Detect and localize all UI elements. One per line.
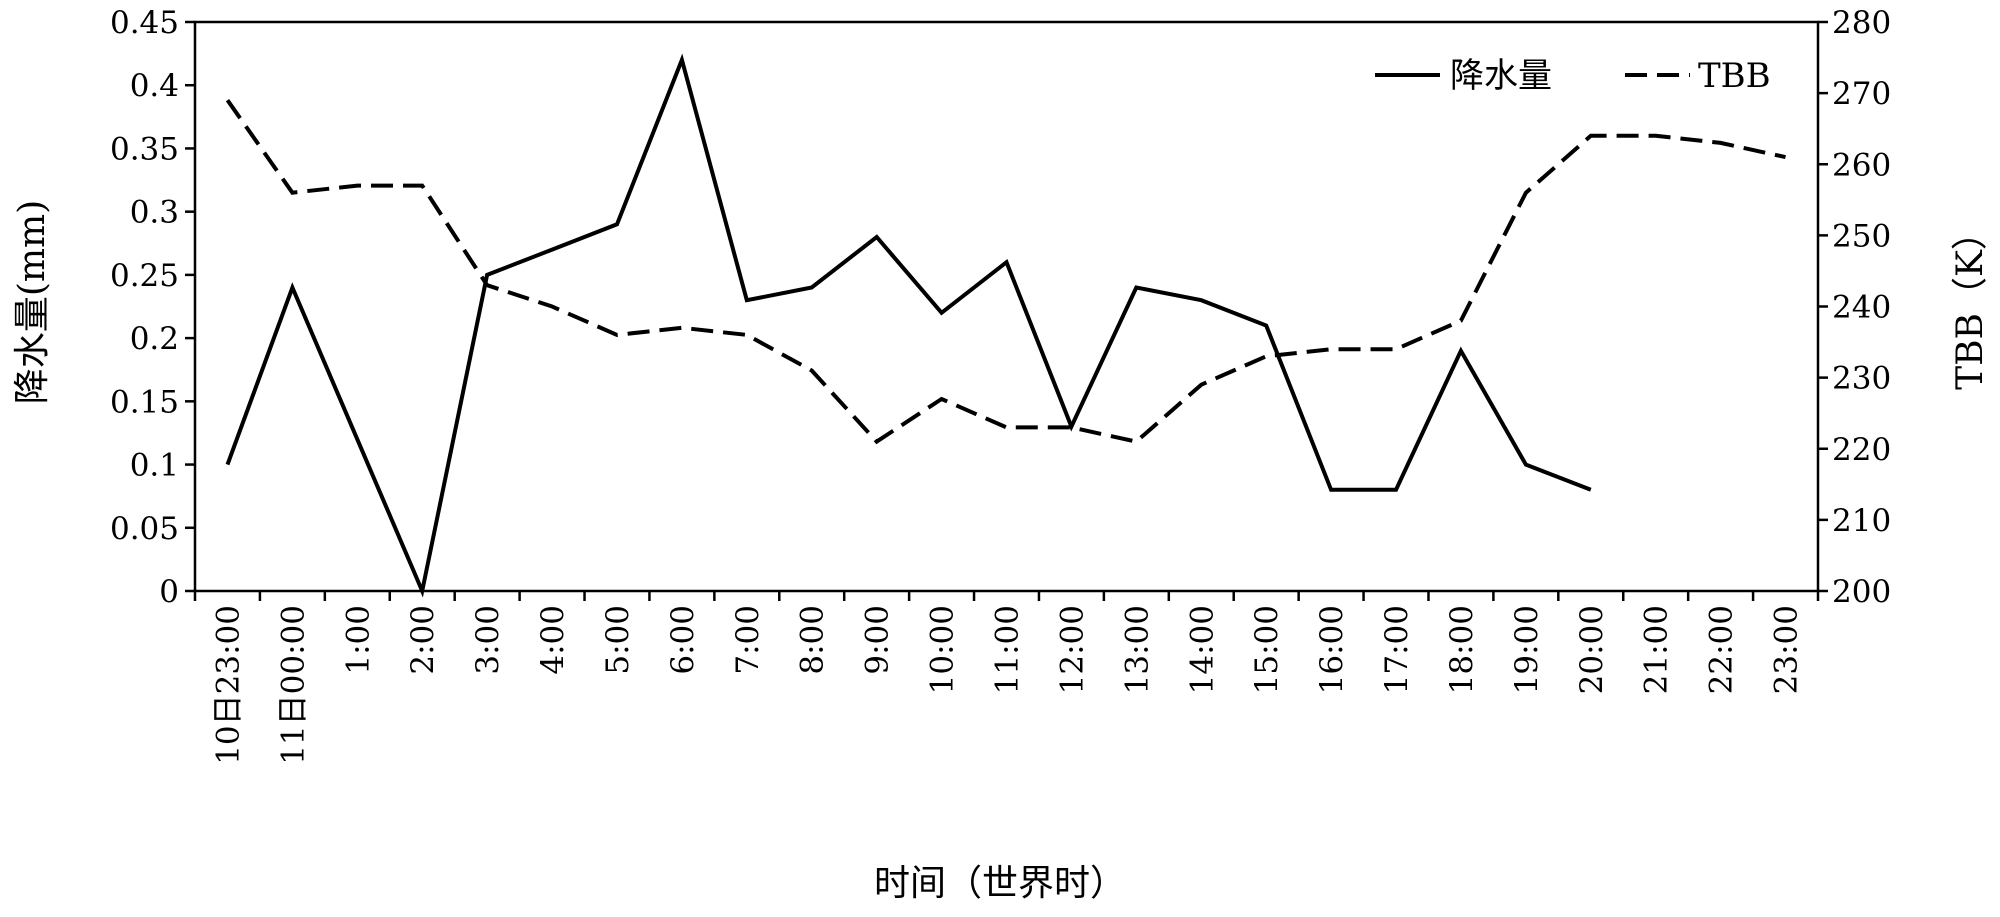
- left-y-tick-label: 0.45: [110, 5, 179, 41]
- x-tick-label: 15:00: [1249, 605, 1285, 694]
- right-y-tick-label: 210: [1832, 503, 1891, 539]
- precipitation-series-line: [225, 53, 1592, 598]
- left-y-tick-label: 0.25: [110, 258, 179, 294]
- x-tick-label: 1:00: [340, 605, 376, 675]
- right-y-tick-label: 220: [1832, 432, 1891, 468]
- right-y-tick-label: 200: [1832, 574, 1891, 610]
- x-axis-title: 时间（世界时）: [874, 863, 1126, 904]
- legend: 降水量 TBB: [1375, 56, 1771, 96]
- left-y-axis-title: 降水量(mm): [12, 200, 53, 404]
- left-y-tick-label: 0.2: [130, 321, 179, 357]
- x-tick-label: 11日00:00: [275, 605, 311, 765]
- x-tick-label: 14:00: [1184, 605, 1220, 694]
- left-y-axis-ticks: 0 0.05 0.1 0.15 0.2 0.25 0.3 0.35 0.4 0.45: [110, 5, 195, 610]
- right-y-axis-ticks: 200 210 220 230 240 250 260 270 280: [1818, 5, 1891, 610]
- x-tick-label: 10:00: [925, 605, 961, 694]
- x-tick-label: 4:00: [535, 605, 571, 675]
- x-tick-label: 7:00: [730, 605, 766, 675]
- left-y-tick-label: 0.1: [130, 448, 179, 484]
- x-tick-label: 19:00: [1509, 605, 1545, 694]
- x-tick-label: 21:00: [1639, 605, 1675, 694]
- tbb-series-line: [225, 99, 1786, 445]
- left-y-tick-label: 0.35: [110, 131, 179, 167]
- left-y-tick-label: 0.05: [110, 511, 179, 547]
- left-y-tick-label: 0: [159, 574, 179, 610]
- x-tick-label: 23:00: [1769, 605, 1805, 694]
- legend-label-tbb: TBB: [1698, 56, 1771, 96]
- x-tick-label: 16:00: [1314, 605, 1350, 694]
- x-tick-label: 12:00: [1054, 605, 1090, 694]
- left-y-tick-label: 0.15: [110, 384, 179, 420]
- x-tick-label: 17:00: [1379, 605, 1415, 694]
- x-tick-label: 10日23:00: [210, 605, 246, 765]
- right-y-tick-label: 230: [1832, 361, 1891, 397]
- x-tick-label: 8:00: [795, 605, 831, 675]
- x-tick-label: 22:00: [1704, 605, 1740, 694]
- left-y-tick-label: 0.3: [130, 195, 179, 231]
- x-axis-ticks: 10日23:00 11日00:00 1:00 2:00 3:00 4:00 5:00 6:00…: [193, 591, 1820, 765]
- x-tick-label: 5:00: [600, 605, 636, 675]
- series-lines: [225, 53, 1786, 598]
- right-y-tick-label: 260: [1832, 147, 1891, 183]
- x-tick-label: 6:00: [665, 605, 701, 675]
- x-tick-label: 9:00: [860, 605, 896, 675]
- x-tick-label: 13:00: [1119, 605, 1155, 694]
- legend-label-rain: 降水量: [1450, 56, 1552, 96]
- x-tick-label: 3:00: [470, 605, 506, 675]
- right-y-tick-label: 240: [1832, 290, 1891, 326]
- left-y-tick-label: 0.4: [130, 68, 179, 104]
- right-y-tick-label: 270: [1832, 76, 1891, 112]
- right-y-tick-label: 280: [1832, 5, 1891, 41]
- x-tick-label: 18:00: [1444, 605, 1480, 694]
- x-tick-label: 11:00: [990, 605, 1026, 694]
- right-y-axis-title: TBB（K）: [1950, 214, 1991, 390]
- x-tick-label: 20:00: [1574, 605, 1610, 694]
- right-y-tick-label: 250: [1832, 218, 1891, 254]
- x-tick-label: 2:00: [405, 605, 441, 675]
